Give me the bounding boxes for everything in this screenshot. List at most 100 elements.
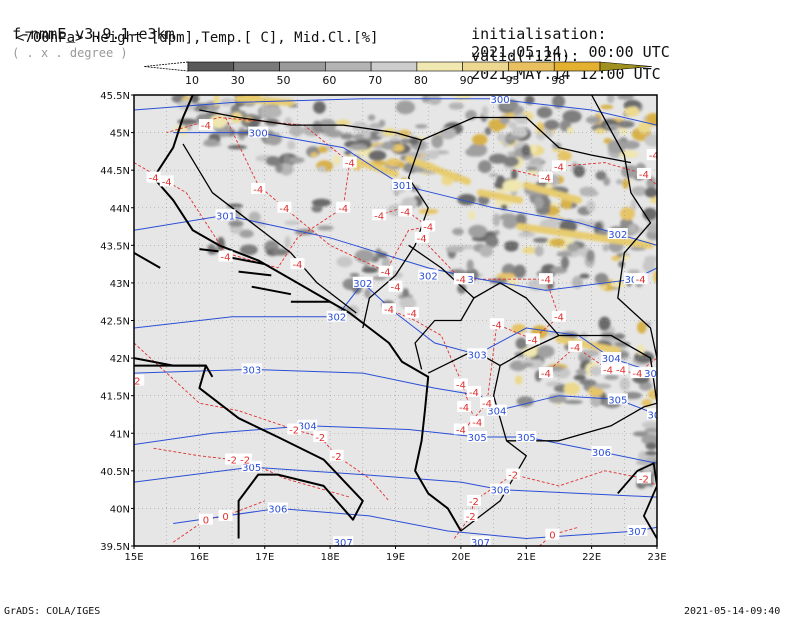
cloud-patch bbox=[431, 134, 444, 149]
cloud-patch bbox=[536, 345, 555, 358]
temperature-contour-label: -4 bbox=[162, 177, 172, 188]
temperature-contour-label: -4 bbox=[482, 399, 492, 410]
cloud-patch bbox=[372, 275, 387, 281]
temperature-contour-label: -4 bbox=[221, 253, 231, 264]
colorbar-swatch bbox=[508, 61, 555, 72]
coastline bbox=[251, 285, 292, 296]
temperature-contour-label: -4 bbox=[384, 305, 394, 316]
lat-label: 45N bbox=[110, 129, 130, 140]
temp-label-bg bbox=[336, 201, 351, 213]
height-label-bg bbox=[467, 348, 488, 360]
height-label-bg bbox=[241, 461, 262, 473]
temp-label-bg bbox=[453, 273, 468, 285]
temperature-contour-label: -2 bbox=[508, 471, 518, 482]
cloud-patch bbox=[579, 186, 597, 195]
country-border bbox=[558, 334, 657, 404]
cloud-patch bbox=[641, 421, 657, 429]
cloud-patch bbox=[638, 381, 653, 391]
temp-label-bg bbox=[538, 273, 553, 285]
lon-label: 22E bbox=[582, 552, 601, 563]
cloud-patch bbox=[560, 256, 570, 269]
cloud-patch bbox=[362, 124, 371, 139]
axis-labels: 45.5N 45N 44.5N 44N 43.5N 43N 42.5N 42N 41.5N 41N… bbox=[100, 91, 666, 563]
cloud-patch bbox=[549, 238, 566, 247]
height-contour-line bbox=[134, 282, 657, 374]
cloud-patch bbox=[604, 374, 619, 380]
temperature-contour-label: -2 bbox=[289, 425, 299, 436]
cloud-patch bbox=[518, 231, 536, 238]
temp-label-bg bbox=[218, 250, 233, 262]
cloud-patch bbox=[515, 337, 528, 350]
cloud-patch bbox=[287, 140, 296, 150]
cloud-patch bbox=[287, 156, 305, 164]
height-contour-label: 305 bbox=[468, 433, 487, 444]
height-contour-label: 304 bbox=[602, 354, 621, 365]
height-contour-label: 302 bbox=[608, 230, 627, 241]
temp-label-bg bbox=[551, 160, 566, 172]
cloud-patch bbox=[220, 97, 234, 107]
cloud-patch bbox=[453, 95, 472, 101]
cloud-patch bbox=[397, 161, 405, 168]
cloud-patch bbox=[571, 275, 583, 289]
coastline bbox=[134, 357, 364, 539]
cloud-band bbox=[516, 223, 654, 249]
lat-label: 45.5N bbox=[100, 91, 130, 102]
height-contour-label: 301 bbox=[216, 211, 235, 222]
cloud-patch bbox=[631, 186, 648, 197]
lat-label: 43.5N bbox=[100, 241, 130, 252]
cloud-patch bbox=[566, 126, 574, 134]
temp-label-bg bbox=[545, 528, 560, 540]
temp-label-bg bbox=[489, 318, 504, 330]
cloud-patch bbox=[586, 200, 596, 213]
temp-label-bg bbox=[414, 231, 429, 243]
cloud-patch bbox=[496, 273, 517, 279]
initialisation-label: initialisation: bbox=[471, 25, 607, 43]
colorbar-label: 98 bbox=[551, 74, 565, 87]
cloud-patch bbox=[177, 99, 197, 111]
lat-label: 44.5N bbox=[100, 166, 130, 177]
cloud-patch bbox=[275, 162, 283, 173]
cloud-patch bbox=[336, 256, 353, 268]
cloud-patch bbox=[647, 455, 657, 462]
cloud-patch bbox=[552, 95, 566, 109]
cloud-patch bbox=[615, 179, 623, 185]
cloud-patch bbox=[586, 249, 595, 263]
temp-label-bg bbox=[636, 167, 651, 179]
cloud-patch bbox=[427, 95, 442, 105]
lon-label: 23E bbox=[647, 552, 666, 563]
temperature-contour-label: -4 bbox=[636, 275, 646, 286]
cloud-patch bbox=[594, 128, 607, 134]
cloud-patch bbox=[638, 121, 651, 134]
cloud-patch bbox=[622, 140, 640, 150]
cloud-patch bbox=[284, 117, 293, 129]
lon-label: 18E bbox=[321, 552, 340, 563]
cloud-patch bbox=[521, 246, 538, 254]
temperature-contour-label: -2 bbox=[332, 452, 342, 463]
cloud-patch bbox=[335, 119, 351, 126]
cloud-patch bbox=[544, 119, 560, 130]
cloud-patch bbox=[492, 213, 501, 227]
colorbar-label: 70 bbox=[368, 74, 382, 87]
cloud-patch bbox=[427, 149, 439, 160]
temperature-contour-label: 2 bbox=[134, 377, 140, 388]
cloud-patch bbox=[504, 135, 522, 141]
cloud-patch bbox=[627, 269, 641, 275]
cloud-patch bbox=[627, 224, 638, 234]
colorbar-label: 10 bbox=[185, 74, 199, 87]
temp-label-bg bbox=[404, 306, 419, 318]
temp-label-bg bbox=[453, 423, 468, 435]
height-label-bg bbox=[486, 404, 507, 416]
height-contour-label: 300 bbox=[249, 129, 268, 140]
cloud-patch bbox=[385, 158, 401, 167]
cloud-patch bbox=[515, 113, 529, 125]
temp-label-bg bbox=[630, 367, 645, 379]
cloud-patch bbox=[585, 116, 601, 124]
height-label-bg bbox=[267, 502, 288, 514]
cloud-patch bbox=[619, 128, 629, 135]
cloud-patch bbox=[496, 132, 506, 142]
lat-label: 43N bbox=[110, 279, 130, 290]
cloud-patch bbox=[516, 396, 534, 407]
colorbar-label: 80 bbox=[414, 74, 428, 87]
temperature-contour-label: -4 bbox=[472, 418, 482, 429]
lat-label: 42.5N bbox=[100, 317, 130, 328]
